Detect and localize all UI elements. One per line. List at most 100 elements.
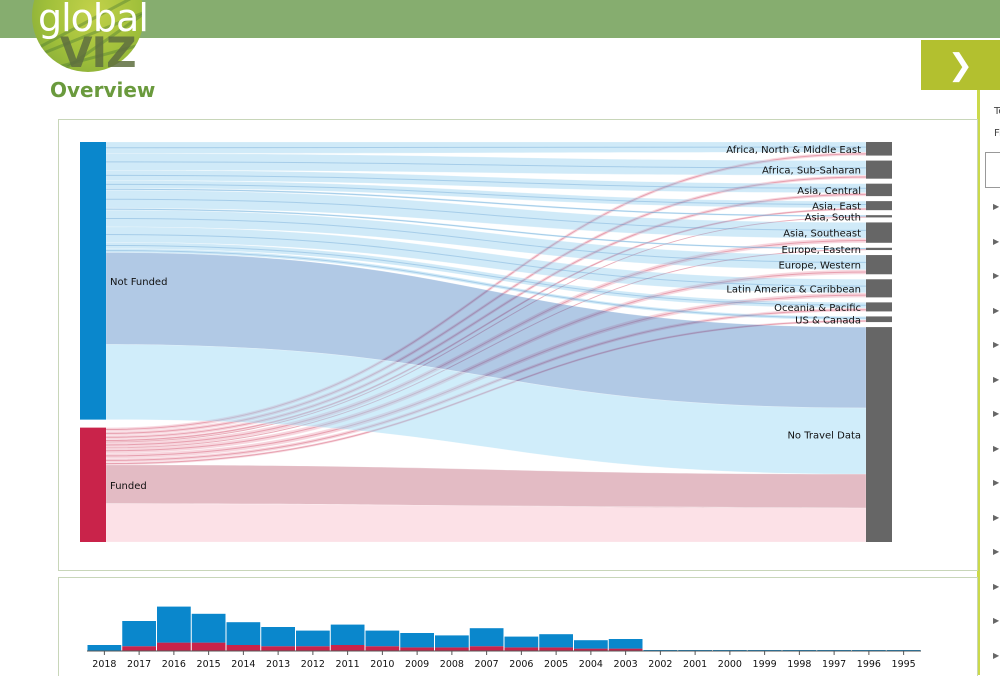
sankey-link-centerline — [105, 234, 867, 287]
sankey-node-oceania-and-pacific[interactable] — [866, 302, 892, 312]
chevron-right-icon: ❯ — [947, 47, 974, 83]
expand-arrow-icon[interactable]: ▶ — [993, 547, 1000, 556]
sankey-link-centerline — [105, 216, 867, 443]
sankey-label-latin-america-and-caribbean: Latin America & Caribbean — [726, 284, 861, 295]
histogram-bar-not-funded-2016[interactable] — [157, 606, 191, 643]
histogram-tick-2013: 2013 — [266, 659, 290, 670]
histogram-bar-funded-2014[interactable] — [226, 645, 261, 651]
expand-arrow-icon[interactable]: ▶ — [993, 374, 1000, 384]
expand-arrow-icon[interactable]: ▶ — [993, 409, 1000, 418]
expand-arrow-icon[interactable]: ▶ — [993, 650, 1000, 660]
year-histogram-panel: 2018 2017 2016 2015 2014 2013 2012 2011 2010 2009… — [58, 577, 978, 676]
sankey-links — [105, 141, 867, 543]
histogram-bar-not-funded-2003[interactable] — [608, 639, 643, 649]
histogram-bar-not-funded-2018[interactable] — [87, 645, 122, 651]
histogram-bars — [87, 606, 921, 651]
sankey-node-europe-western[interactable] — [866, 255, 892, 275]
histogram-bar-funded-2010[interactable] — [365, 646, 400, 651]
expand-arrow-icon[interactable]: ▶ — [993, 340, 1000, 349]
histogram-bar-not-funded-2005[interactable] — [539, 634, 573, 648]
histogram-bar-funded-2007[interactable] — [469, 646, 504, 651]
expand-arrow-icon[interactable]: ▶ — [993, 202, 1000, 211]
expand-arrow-icon[interactable]: ▶ — [993, 236, 1000, 246]
sankey-panel: Not Funded Funded Africa, North & Middle E… — [58, 119, 978, 571]
histogram-bar-not-funded-2014[interactable] — [226, 622, 261, 645]
sankey-label-oceania-and-pacific: Oceania & Pacific — [774, 303, 861, 314]
next-button[interactable]: ❯ — [921, 40, 1000, 90]
sankey-link-centerline — [105, 208, 867, 441]
sankey-node-funded[interactable] — [80, 427, 106, 542]
histogram-bar-not-funded-2004[interactable] — [574, 640, 608, 649]
sankey-node-asia-southeast[interactable] — [866, 222, 892, 243]
sankey-link-funded-to-europe-western[interactable] — [105, 269, 867, 454]
sankey-node-us-and-canada[interactable] — [866, 316, 892, 323]
histogram-bar-not-funded-2012[interactable] — [296, 630, 330, 647]
sankey-link-funded-to-us-and-canada[interactable] — [105, 319, 867, 466]
sankey-link-centerline — [105, 153, 867, 431]
expand-arrow-icon[interactable]: ▶ — [993, 443, 1000, 453]
histogram-bar-not-funded-2015[interactable] — [191, 613, 226, 643]
histogram-bar-not-funded-2007[interactable] — [469, 628, 504, 647]
sankey-node-no-travel-data[interactable] — [866, 327, 892, 542]
sankey-node-europe-eastern[interactable] — [866, 247, 892, 251]
histogram-tick-2008: 2008 — [440, 659, 464, 670]
sankey-label-not-funded: Not Funded — [110, 277, 167, 288]
sankey-node-asia-central[interactable] — [866, 183, 892, 197]
histogram-tick-2009: 2009 — [405, 659, 429, 670]
histogram-bar-funded-2004[interactable] — [574, 648, 608, 651]
expand-arrow-icon[interactable]: ▶ — [993, 305, 1000, 315]
expand-arrow-icon[interactable]: ▶ — [993, 271, 1000, 280]
logo-text-viz: VIZ — [60, 28, 137, 77]
sankey-link-centerline — [105, 188, 867, 217]
sankey-link-centerline — [105, 176, 867, 434]
sankey-link-funded-to-no-travel-data-part2[interactable] — [105, 503, 867, 543]
side-label-fi: Fi — [994, 128, 1000, 139]
sankey-node-africa-sub-saharan[interactable] — [866, 160, 892, 179]
histogram-tick-1999: 1999 — [753, 659, 777, 670]
expand-arrow-icon[interactable]: ▶ — [993, 512, 1000, 522]
histogram-tick-2017: 2017 — [127, 659, 151, 670]
sankey-link-centerline — [105, 217, 867, 263]
histogram-bar-funded-2016[interactable] — [157, 642, 191, 651]
histogram-tick-2002: 2002 — [648, 659, 672, 670]
side-label-to: To — [994, 106, 1000, 117]
histogram-bar-not-funded-2009[interactable] — [400, 633, 434, 648]
year-histogram: 2018 2017 2016 2015 2014 2013 2012 2011 2010 2009… — [87, 606, 921, 670]
histogram-bar-funded-2015[interactable] — [191, 642, 226, 651]
header-bar — [0, 0, 1000, 38]
histogram-bar-funded-2003[interactable] — [608, 648, 643, 651]
histogram-bar-funded-2013[interactable] — [261, 646, 295, 651]
histogram-tick-1998: 1998 — [787, 659, 811, 670]
expand-arrow-icon[interactable]: ▶ — [993, 581, 1000, 591]
sankey-node-africa-north-and-middle-east[interactable] — [866, 142, 892, 156]
expand-arrow-icon[interactable]: ▶ — [993, 616, 1000, 625]
histogram-bar-funded-2012[interactable] — [296, 646, 330, 651]
sankey-link-funded-to-africa-north-and-middle-east[interactable] — [105, 151, 867, 432]
histogram-tick-1997: 1997 — [822, 659, 846, 670]
histogram-bar-not-funded-2006[interactable] — [504, 636, 539, 648]
histogram-bar-funded-2008[interactable] — [435, 647, 469, 651]
sankey-node-asia-south[interactable] — [866, 215, 892, 218]
histogram-bar-not-funded-2013[interactable] — [261, 627, 295, 647]
sankey-link-centerline — [105, 208, 867, 250]
histogram-bar-funded-2017[interactable] — [122, 646, 156, 651]
histogram-bar-funded-2006[interactable] — [504, 647, 539, 651]
histogram-bar-funded-2009[interactable] — [400, 647, 434, 651]
expand-arrow-icon[interactable]: ▶ — [993, 478, 1000, 487]
histogram-bar-funded-2011[interactable] — [330, 645, 365, 651]
sankey-label-europe-eastern: Europe, Eastern — [781, 245, 861, 256]
side-input[interactable] — [985, 152, 1000, 188]
sankey-link-funded-to-asia-southeast[interactable] — [105, 237, 867, 448]
sankey-node-latin-america-and-caribbean[interactable] — [866, 279, 892, 298]
histogram-bar-funded-2005[interactable] — [539, 647, 573, 651]
sankey-link-centerline — [105, 146, 867, 149]
histogram-bar-not-funded-2017[interactable] — [122, 621, 156, 647]
histogram-bar-not-funded-2008[interactable] — [435, 635, 469, 648]
sankey-link-funded-to-asia-central[interactable] — [105, 192, 867, 440]
sankey-node-asia-east[interactable] — [866, 201, 892, 211]
globalviz-logo[interactable]: global VIZ Overview — [30, 0, 155, 102]
histogram-bar-not-funded-2010[interactable] — [365, 630, 400, 647]
sankey-node-not-funded[interactable] — [80, 142, 106, 420]
sankey-label-africa-north-and-middle-east: Africa, North & Middle East — [726, 145, 861, 156]
histogram-bar-not-funded-2011[interactable] — [330, 624, 365, 645]
